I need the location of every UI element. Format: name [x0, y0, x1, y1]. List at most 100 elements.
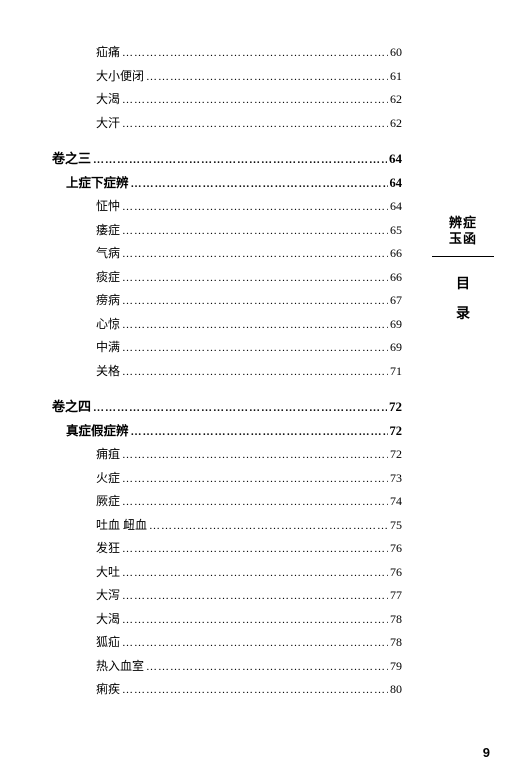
toc-leader-dots: ……………………………………………………………………………………………………………: [122, 226, 388, 237]
toc-leader-dots: ……………………………………………………………………………………………………………: [93, 403, 387, 414]
toc-entry: 大汗 ……………………………………………………………………………………………………: [52, 117, 402, 130]
toc-page: 69: [390, 318, 402, 330]
toc-label: 大吐: [96, 566, 120, 578]
toc-leader-dots: ……………………………………………………………………………………………………………: [146, 72, 388, 83]
toc-entry: 厥症 ……………………………………………………………………………………………………: [52, 495, 402, 508]
toc-page: 60: [390, 46, 402, 58]
toc-label: 狐疝: [96, 636, 120, 648]
toc-page: 65: [390, 224, 402, 236]
toc-leader-dots: ……………………………………………………………………………………………………………: [122, 497, 388, 508]
page-number: 9: [483, 745, 490, 760]
toc-leader-dots: ……………………………………………………………………………………………………………: [122, 343, 388, 354]
toc-entry: 痨病 ……………………………………………………………………………………………………: [52, 294, 402, 307]
toc-label: 大汗: [96, 117, 120, 129]
toc-page: 72: [390, 448, 402, 460]
toc-page: 62: [390, 93, 402, 105]
toc-label: 怔忡: [96, 200, 120, 212]
side-rule: [432, 256, 494, 257]
toc-page: 64: [389, 152, 402, 165]
toc-entry: 上症下症辨 ……………………………………………………………………………………………: [52, 177, 402, 190]
toc-entry: 狐疝 ……………………………………………………………………………………………………: [52, 636, 402, 649]
toc-entry: 痿症 ……………………………………………………………………………………………………: [52, 224, 402, 237]
toc-page: 71: [390, 365, 402, 377]
mulu-heading: 目 录: [432, 273, 494, 323]
toc-leader-dots: ……………………………………………………………………………………………………………: [131, 427, 388, 438]
toc-page: 66: [390, 247, 402, 259]
toc-page: 78: [390, 636, 402, 648]
toc-leader-dots: ……………………………………………………………………………………………………………: [122, 119, 388, 130]
toc-label: 痈疽: [96, 448, 120, 460]
toc-page: 77: [390, 589, 402, 601]
toc-label: 痰症: [96, 271, 120, 283]
toc-leader-dots: ……………………………………………………………………………………………………………: [122, 638, 388, 649]
toc-entry: 真症假症辨 ……………………………………………………………………………………………: [52, 425, 402, 438]
toc-page: 80: [390, 683, 402, 695]
toc-entry: 疝痛 ……………………………………………………………………………………………………: [52, 46, 402, 59]
toc-label: 真症假症辨: [66, 425, 129, 438]
toc-leader-dots: ……………………………………………………………………………………………………………: [131, 179, 388, 190]
toc-page: 67: [390, 294, 402, 306]
mulu-char: 目: [432, 273, 494, 293]
book-title: 辨症 玉函: [432, 215, 494, 248]
toc-page: 75: [390, 519, 402, 531]
book-title-line: 玉函: [432, 231, 494, 247]
toc-label: 中满: [96, 341, 120, 353]
toc-leader-dots: ……………………………………………………………………………………………………………: [149, 521, 388, 532]
toc-entry: 大渴 ……………………………………………………………………………………………………: [52, 613, 402, 626]
toc-entry: 关格 ……………………………………………………………………………………………………: [52, 365, 402, 378]
toc-label: 火症: [96, 472, 120, 484]
toc-label: 大小便闭: [96, 70, 144, 82]
toc-label: 厥症: [96, 495, 120, 507]
toc-leader-dots: ……………………………………………………………………………………………………………: [122, 249, 388, 260]
toc-page: 64: [390, 177, 403, 190]
toc-page: 72: [390, 425, 403, 438]
toc-leader-dots: ……………………………………………………………………………………………………………: [122, 615, 388, 626]
section-gap: [52, 140, 402, 152]
toc-page: 79: [390, 660, 402, 672]
toc-label: 大渴: [96, 93, 120, 105]
toc-leader-dots: ……………………………………………………………………………………………………………: [122, 296, 388, 307]
toc-entry: 大泻 ……………………………………………………………………………………………………: [52, 589, 402, 602]
toc-page: 73: [390, 472, 402, 484]
toc-entry: 吐血 衄血 ……………………………………………………………………………………………: [52, 519, 402, 532]
toc-label: 大泻: [96, 589, 120, 601]
toc-entry: 大渴 ……………………………………………………………………………………………………: [52, 93, 402, 106]
toc-entry: 大吐 ……………………………………………………………………………………………………: [52, 566, 402, 579]
toc-label: 疝痛: [96, 46, 120, 58]
toc-leader-dots: ……………………………………………………………………………………………………………: [122, 95, 388, 106]
mulu-char: 录: [432, 303, 494, 323]
toc-leader-dots: ……………………………………………………………………………………………………………: [146, 662, 388, 673]
toc-entry: 大小便闭 ………………………………………………………………………………………………: [52, 70, 402, 83]
side-column: 辨症 玉函 目 录: [432, 215, 494, 333]
toc-page: 74: [390, 495, 402, 507]
toc-leader-dots: ……………………………………………………………………………………………………………: [122, 544, 388, 555]
toc-page: 78: [390, 613, 402, 625]
book-title-line: 辨症: [432, 215, 494, 231]
toc-label: 吐血 衄血: [96, 519, 147, 531]
toc-page: 62: [390, 117, 402, 129]
toc-label: 发狂: [96, 542, 120, 554]
toc-leader-dots: ……………………………………………………………………………………………………………: [93, 155, 387, 166]
toc-entry: 发狂 ……………………………………………………………………………………………………: [52, 542, 402, 555]
toc-entry: 气病 ……………………………………………………………………………………………………: [52, 247, 402, 260]
toc-entry: 中满 ……………………………………………………………………………………………………: [52, 341, 402, 354]
toc-entry: 痈疽 ……………………………………………………………………………………………………: [52, 448, 402, 461]
toc-leader-dots: ……………………………………………………………………………………………………………: [122, 685, 388, 696]
toc-entry: 热入血室 ………………………………………………………………………………………………: [52, 660, 402, 673]
toc-page: 72: [389, 400, 402, 413]
toc-label: 痿症: [96, 224, 120, 236]
toc-page: 64: [390, 200, 402, 212]
toc-leader-dots: ……………………………………………………………………………………………………………: [122, 474, 388, 485]
toc-leader-dots: ……………………………………………………………………………………………………………: [122, 273, 388, 284]
toc-label: 气病: [96, 247, 120, 259]
section-gap: [52, 388, 402, 400]
toc-label: 大渴: [96, 613, 120, 625]
toc-label: 卷之四: [52, 400, 91, 413]
toc-entry: 痰症 ……………………………………………………………………………………………………: [52, 271, 402, 284]
toc-label: 心惊: [96, 318, 120, 330]
toc-leader-dots: ……………………………………………………………………………………………………………: [122, 450, 388, 461]
toc-label: 热入血室: [96, 660, 144, 672]
toc-page: 76: [390, 542, 402, 554]
toc-leader-dots: ……………………………………………………………………………………………………………: [122, 591, 388, 602]
toc-leader-dots: ……………………………………………………………………………………………………………: [122, 202, 388, 213]
